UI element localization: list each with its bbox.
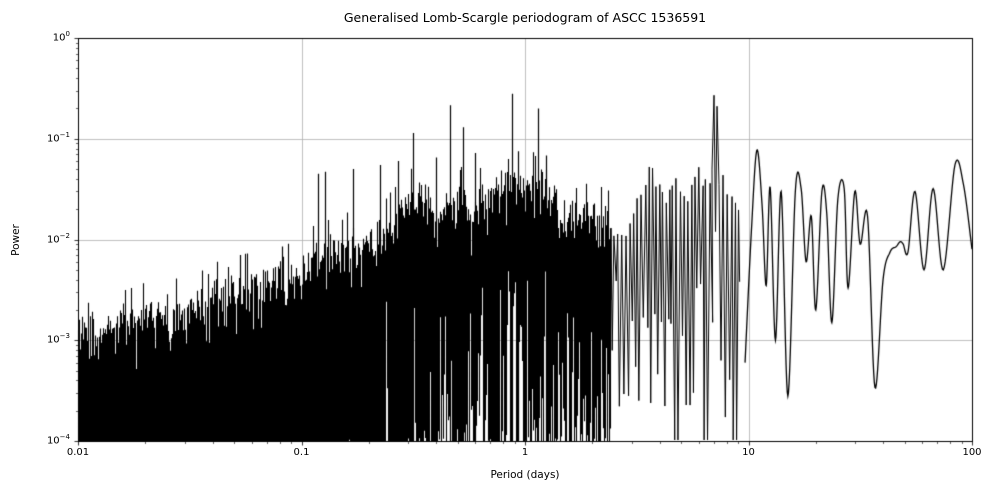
x-tick-label: 100	[962, 447, 982, 458]
chart-title: Generalised Lomb-Scargle periodogram of …	[343, 10, 707, 25]
y-tick-label: 10−3	[46, 332, 70, 346]
y-tick-label: 100	[52, 30, 70, 44]
x-tick-label: 0.01	[66, 447, 90, 458]
x-tick-label: 10	[742, 447, 755, 458]
x-tick-label: 1	[521, 447, 529, 458]
y-tick-label: 10−4	[46, 433, 70, 447]
y-tick-label: 10−2	[46, 231, 70, 245]
x-axis-label: Period (days)	[490, 469, 560, 481]
y-axis-label: Power	[10, 224, 22, 256]
x-tick-label: 0.1	[293, 447, 310, 458]
y-tick-label: 10−1	[46, 130, 70, 145]
